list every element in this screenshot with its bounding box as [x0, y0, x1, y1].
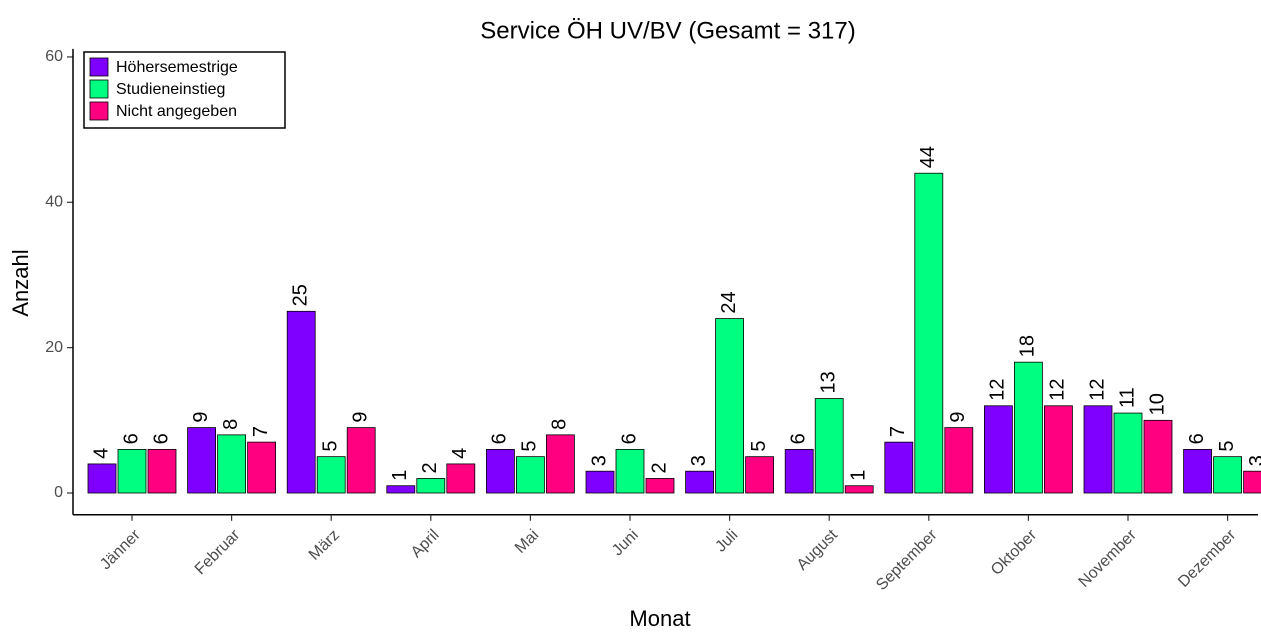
- legend-box: [83, 51, 286, 129]
- legend-label: Studieneinstieg: [116, 81, 225, 98]
- value-label: 4: [449, 448, 471, 459]
- legend-label: Höhersemestrige: [116, 59, 238, 76]
- bar: [546, 434, 575, 494]
- legend-swatch: [89, 57, 109, 77]
- legend-swatch: [89, 79, 109, 99]
- bar: [844, 485, 874, 494]
- x-tick-label: November: [1076, 526, 1141, 591]
- x-tick-label: September: [873, 526, 941, 594]
- y-tick-label: 60: [45, 48, 63, 65]
- bar: [1143, 419, 1173, 494]
- value-label: 5: [519, 441, 541, 452]
- value-label: 2: [419, 462, 441, 473]
- value-label: 4: [90, 448, 112, 459]
- bar: [217, 434, 247, 494]
- bar: [615, 448, 645, 494]
- y-tick-label: 40: [45, 194, 63, 211]
- x-tick-label: Juni: [609, 527, 642, 560]
- value-label: 9: [947, 411, 969, 422]
- value-label: 18: [1017, 335, 1039, 357]
- bar: [386, 485, 416, 494]
- bar: [784, 448, 814, 494]
- x-tick-label: Februar: [192, 526, 244, 578]
- bar: [346, 427, 376, 494]
- value-label: 3: [588, 455, 610, 466]
- bar: [187, 427, 217, 494]
- value-label: 5: [748, 441, 770, 452]
- value-label: 3: [1246, 455, 1261, 466]
- value-label: 12: [1047, 379, 1069, 401]
- bar: [147, 448, 177, 494]
- value-label: 13: [817, 371, 839, 393]
- y-axis-label: Anzahl: [8, 249, 33, 316]
- value-label: 11: [1116, 387, 1138, 408]
- bar: [645, 478, 675, 494]
- value-label: 6: [120, 433, 142, 444]
- value-label: 44: [917, 146, 939, 168]
- y-tick-label: 0: [54, 484, 63, 501]
- bar: [585, 470, 615, 494]
- value-label: 7: [887, 426, 909, 437]
- bar: [247, 441, 277, 494]
- bar: [446, 463, 476, 494]
- value-label: 6: [618, 433, 640, 444]
- bar: [884, 441, 914, 494]
- value-label: 1: [847, 470, 869, 481]
- x-tick-label: Jänner: [97, 526, 144, 573]
- legend-label: Nicht angegeben: [116, 103, 237, 120]
- bar: [286, 310, 316, 494]
- bar: [984, 405, 1013, 494]
- bar: [685, 470, 714, 494]
- bar: [316, 456, 346, 494]
- bar: [1014, 361, 1043, 494]
- value-label: 6: [1186, 433, 1208, 444]
- value-label: 5: [319, 441, 341, 452]
- x-tick-label: Dezember: [1175, 526, 1240, 591]
- bar: [416, 478, 446, 494]
- value-label: 8: [220, 419, 242, 430]
- value-label: 6: [150, 433, 172, 444]
- legend-swatch: [89, 101, 109, 121]
- value-label: 5: [1216, 441, 1238, 452]
- x-tick-label: Mai: [512, 527, 542, 557]
- bar: [1083, 405, 1113, 494]
- bar: [485, 448, 515, 494]
- bar: [914, 172, 944, 494]
- bar: [87, 463, 117, 494]
- value-label: 9: [349, 411, 371, 422]
- x-tick-label: März: [306, 527, 343, 564]
- value-label: 2: [648, 462, 670, 473]
- x-tick-label: Juli: [712, 527, 741, 556]
- value-label: 8: [549, 419, 571, 430]
- value-label: 6: [489, 433, 511, 444]
- bar: [1243, 470, 1261, 494]
- bar: [117, 448, 147, 494]
- chart-title: Service ÖH UV/BV (Gesamt = 317): [480, 17, 855, 44]
- value-label: 9: [190, 411, 212, 422]
- bar: [745, 456, 774, 494]
- bar: [1113, 412, 1143, 494]
- value-label: 6: [787, 433, 809, 444]
- bar: [1183, 448, 1212, 494]
- bar: [814, 398, 844, 494]
- bar: [715, 318, 744, 494]
- value-label: 1: [389, 470, 411, 481]
- value-label: 12: [1086, 379, 1108, 401]
- value-label: 24: [718, 291, 740, 313]
- bar: [516, 456, 545, 494]
- bar: [1044, 405, 1073, 494]
- x-axis-label: Monat: [629, 606, 690, 631]
- x-tick-label: April: [408, 527, 443, 562]
- value-label: 10: [1146, 393, 1168, 415]
- x-tick-label: Oktober: [988, 526, 1041, 579]
- value-label: 3: [688, 455, 710, 466]
- value-label: 25: [289, 284, 311, 306]
- value-label: 12: [987, 379, 1009, 401]
- x-tick-label: August: [794, 526, 842, 574]
- bar: [944, 427, 974, 494]
- bar: [1213, 456, 1242, 494]
- y-tick-label: 20: [45, 339, 63, 356]
- value-label: 7: [250, 426, 272, 437]
